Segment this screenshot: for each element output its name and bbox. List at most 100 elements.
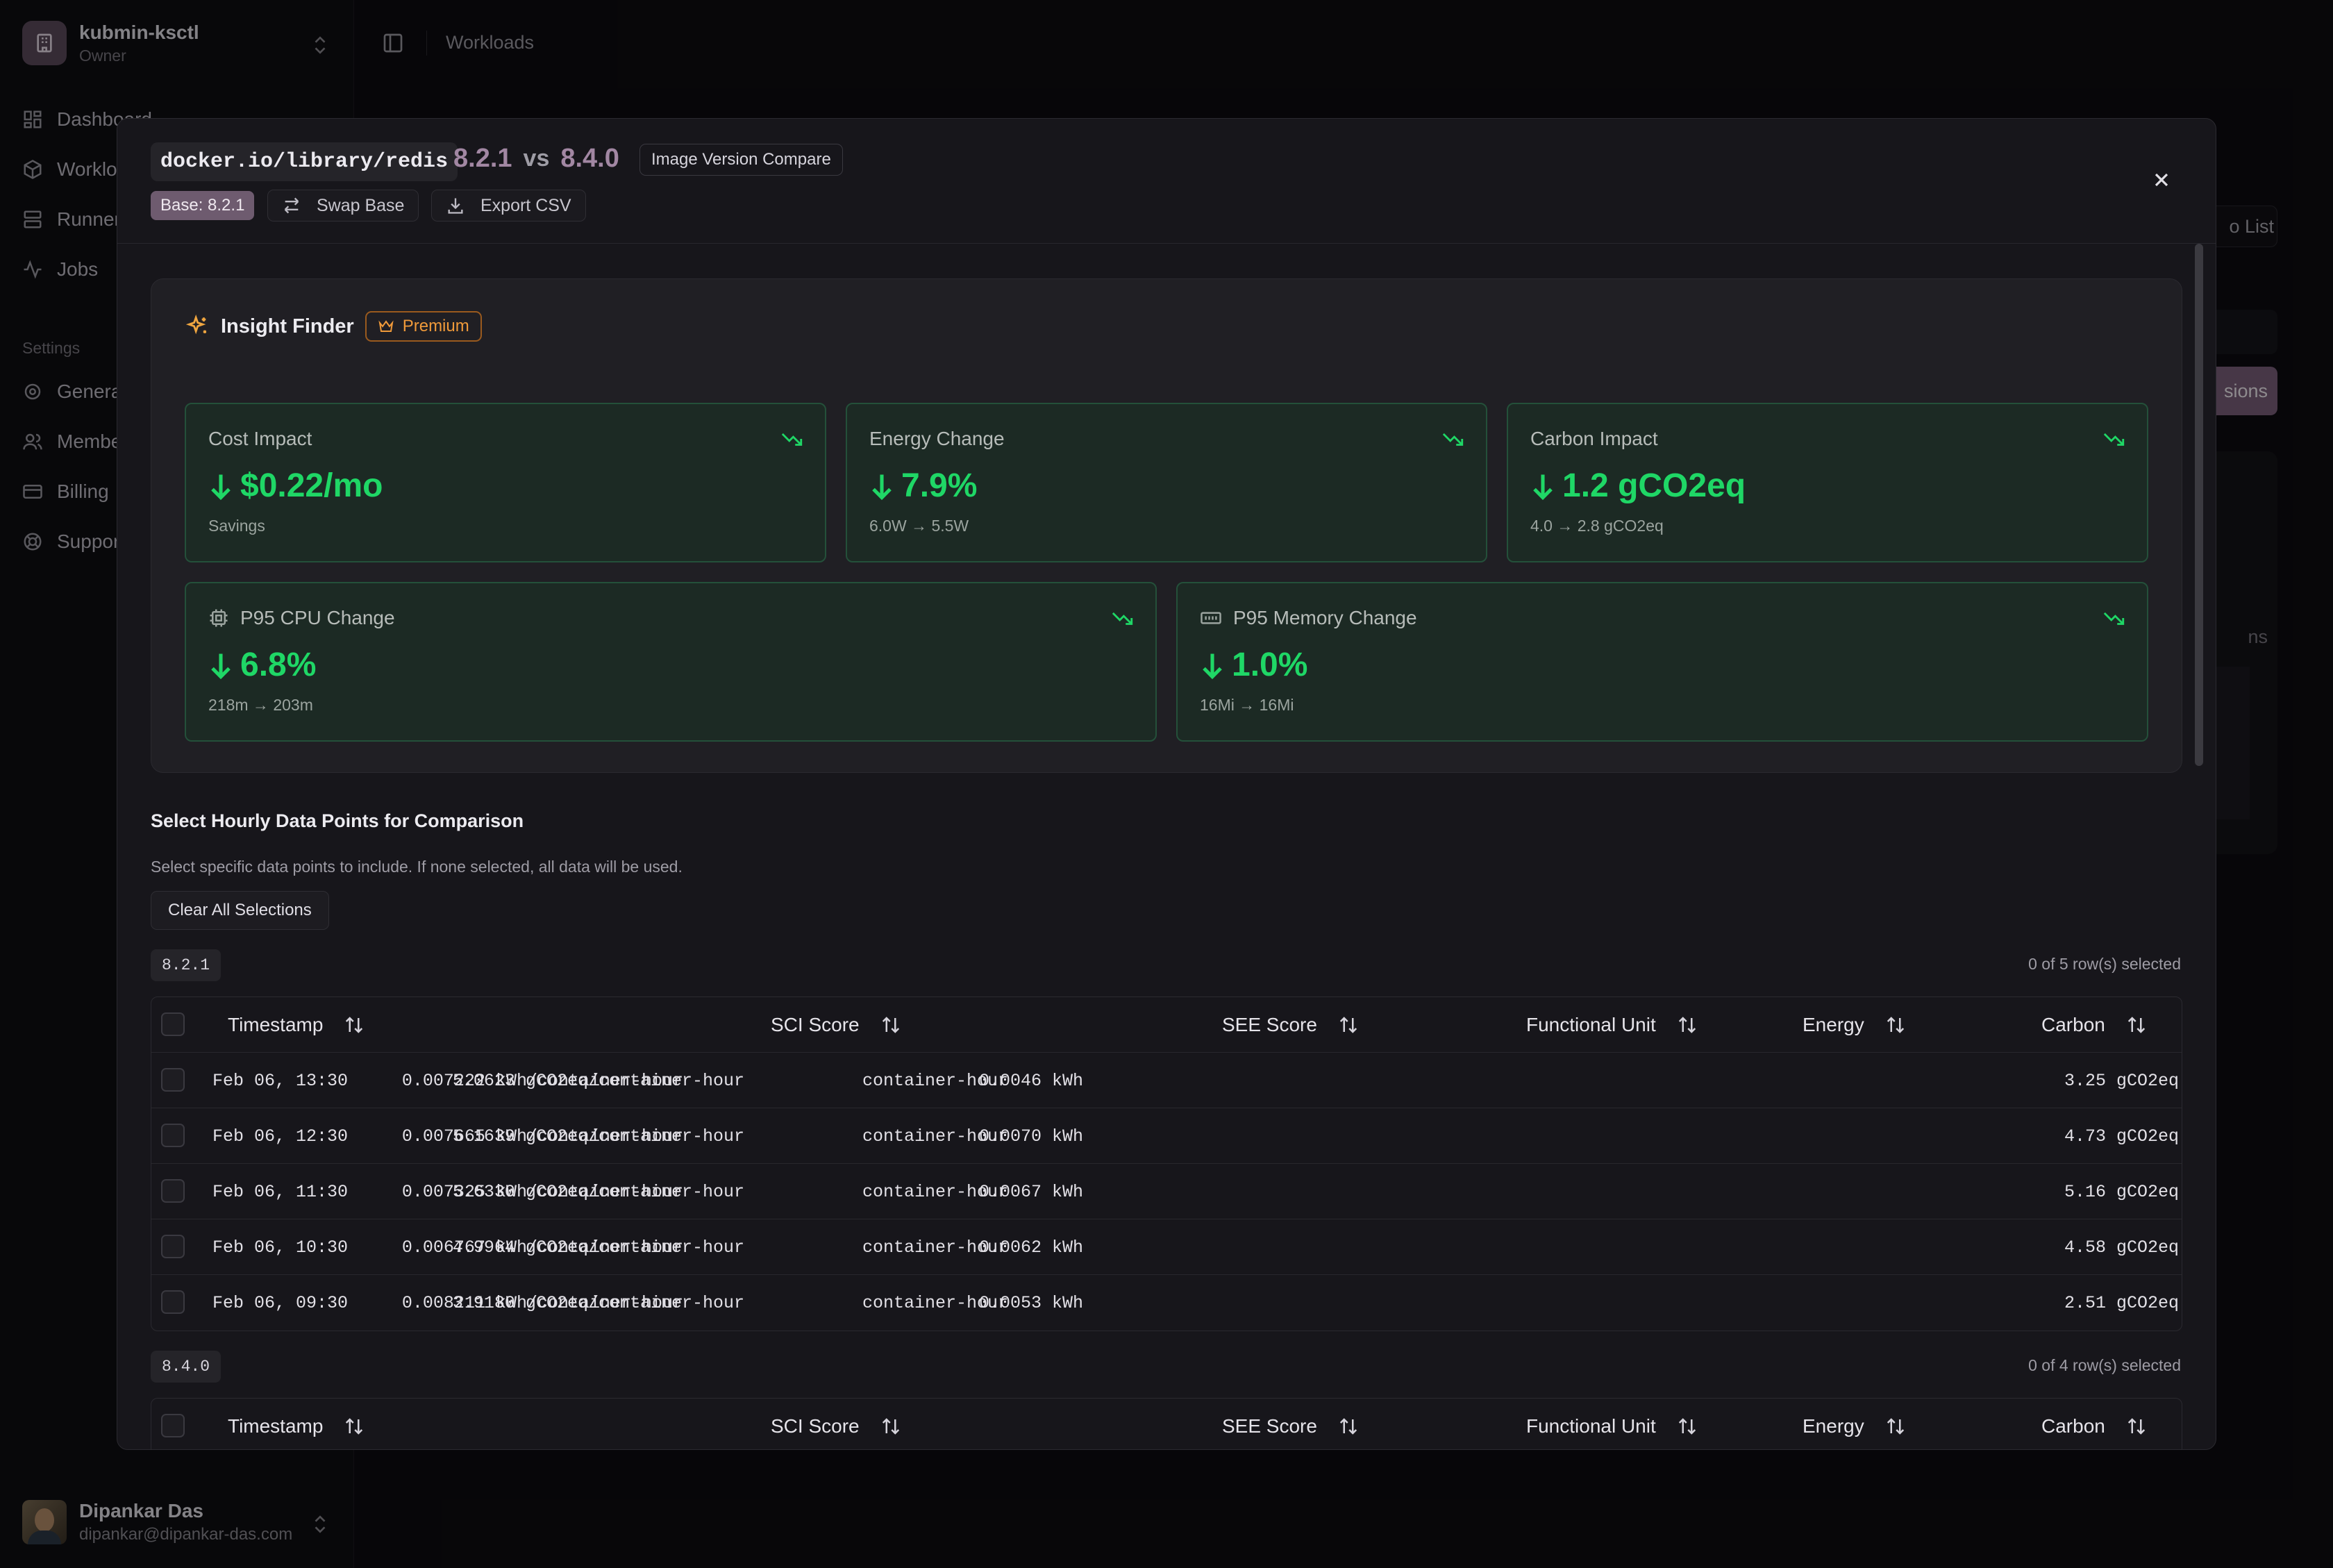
sort-icon[interactable] — [880, 1015, 901, 1035]
sort-icon[interactable] — [344, 1416, 365, 1437]
org-switcher[interactable]: kubmin-ksctl Owner — [22, 21, 199, 65]
table-cell: 4.58 gCO2eq — [2064, 1237, 2179, 1258]
swap-base-button[interactable]: Swap Base — [267, 190, 419, 222]
select-all-checkbox[interactable] — [161, 1012, 185, 1036]
sidebar-item-label: Support — [57, 531, 126, 552]
version-compare-dialog: docker.io/library/redis 8.2.1 vs 8.4.0 I… — [117, 118, 2216, 1450]
data-table-8-2-1: Timestamp SCI Score SEE Score Functional Un… — [151, 996, 2182, 1331]
sort-icon[interactable] — [1885, 1416, 1906, 1437]
insight-finder: Insight Finder Premium Cost Impact $0.22… — [151, 278, 2182, 773]
column-header[interactable]: SEE Score — [1222, 997, 1359, 1053]
column-header[interactable]: SCI Score — [771, 997, 901, 1053]
section-title: Select Hourly Data Points for Comparison — [151, 810, 524, 831]
trending-down-icon — [2103, 433, 2125, 446]
table-cell: container-hour — [862, 1237, 1008, 1258]
energy-change-card: Energy Change 7.9% 6.0W → 5.5W — [846, 403, 1487, 562]
chevron-up-down-icon[interactable] — [311, 33, 329, 57]
card-value: 1.0% — [1200, 646, 1307, 684]
close-icon[interactable] — [2150, 169, 2173, 191]
table-cell: 5.16 gCO2eq — [2064, 1181, 2179, 1202]
column-header[interactable]: SEE Score — [1222, 1399, 1359, 1449]
compare-versions-button[interactable]: sions — [2208, 367, 2277, 415]
insight-title: Insight Finder Premium — [186, 311, 482, 342]
table-row[interactable]: Feb 06, 11:30 5.6330 gCO2eq/container-hou… — [151, 1164, 2182, 1219]
column-header[interactable]: Carbon — [2041, 997, 2147, 1053]
sidebar-item-support[interactable]: Support — [22, 531, 342, 553]
user-menu[interactable]: Dipankar Das dipankar@dipankar-das.com — [22, 1500, 292, 1544]
selected-count: 0 of 4 row(s) selected — [2028, 1356, 2181, 1374]
memory-icon — [1201, 612, 1221, 624]
card-label: P95 CPU Change — [208, 607, 395, 629]
breadcrumb[interactable]: Workloads — [446, 32, 535, 53]
row-checkbox[interactable] — [161, 1235, 185, 1258]
clear-selections-button[interactable]: Clear All Selections — [151, 891, 329, 930]
image-name: docker.io/library/redis — [151, 142, 458, 181]
settings-section-label: Settings — [22, 339, 81, 357]
table-cell: container-hour — [862, 1070, 1008, 1091]
table-header: Timestamp SCI Score SEE Score Functional Un… — [151, 1399, 2182, 1449]
sort-icon[interactable] — [880, 1416, 901, 1437]
background-field — [2208, 310, 2277, 354]
sidebar-item-general[interactable]: General — [22, 381, 342, 403]
column-header[interactable]: Functional Unit — [1526, 997, 1698, 1053]
table-cell: 0.0070 kWh — [978, 1126, 1083, 1146]
sort-icon[interactable] — [1885, 1015, 1906, 1035]
card-sub: Savings — [208, 517, 265, 535]
sidebar-item-label: Billing — [57, 481, 109, 502]
card-sub: 16Mi → 16Mi — [1200, 696, 1294, 714]
card-value: $0.22/mo — [208, 467, 383, 505]
sort-icon[interactable] — [2126, 1015, 2147, 1035]
sort-icon[interactable] — [1338, 1015, 1359, 1035]
download-icon — [448, 198, 463, 214]
back-to-list-button[interactable]: o List — [2208, 206, 2277, 247]
swap-icon — [284, 197, 299, 214]
column-header[interactable]: Carbon — [2041, 1399, 2147, 1449]
table-row[interactable]: Feb 06, 13:30 5.0623 gCO2eq/container-hou… — [151, 1053, 2182, 1108]
version-heading: 8.2.1 vs 8.4.0 — [453, 144, 619, 174]
chevron-up-down-icon[interactable] — [311, 1512, 329, 1536]
column-header[interactable]: SCI Score — [771, 1399, 901, 1449]
table-row[interactable]: Feb 06, 12:30 5.1639 gCO2eq/container-hou… — [151, 1108, 2182, 1164]
row-checkbox[interactable] — [161, 1068, 185, 1092]
table-cell: Feb 06, 13:30 — [212, 1070, 349, 1091]
sidebar-item-jobs[interactable]: Jobs — [22, 258, 342, 281]
card-value: 7.9% — [869, 467, 977, 505]
table-cell: 0.0053 kWh — [978, 1292, 1083, 1313]
compare-badge: Image Version Compare — [639, 144, 843, 176]
column-header[interactable]: Functional Unit — [1526, 1399, 1698, 1449]
card-label: Carbon Impact — [1530, 428, 1658, 449]
column-header[interactable]: Energy — [1803, 1399, 1906, 1449]
sparkles-icon — [186, 315, 207, 335]
sort-icon[interactable] — [2126, 1416, 2147, 1437]
sort-icon[interactable] — [1677, 1015, 1698, 1035]
row-checkbox[interactable] — [161, 1290, 185, 1314]
sidebar-toggle-icon[interactable] — [382, 32, 404, 54]
sort-icon[interactable] — [344, 1015, 365, 1035]
crown-icon — [378, 320, 394, 332]
sidebar-item-billing[interactable]: Billing — [22, 481, 342, 503]
column-header[interactable]: Timestamp — [228, 997, 365, 1053]
user-name: Dipankar Das — [79, 1500, 203, 1521]
dialog-scrollbar[interactable] — [2195, 244, 2203, 766]
column-header[interactable]: Energy — [1803, 997, 1906, 1053]
arrow-down-icon — [211, 653, 231, 679]
select-all-checkbox[interactable] — [161, 1414, 185, 1437]
sort-icon[interactable] — [1677, 1416, 1698, 1437]
table-cell: 4.9964 gCO2eq/container-hour — [452, 1237, 744, 1258]
table-row[interactable]: Feb 06, 09:30 3.9180 gCO2eq/container-hou… — [151, 1275, 2182, 1331]
cpu-icon — [210, 609, 228, 627]
sort-icon[interactable] — [1338, 1416, 1359, 1437]
table-row[interactable]: Feb 06, 10:30 4.9964 gCO2eq/container-hou… — [151, 1219, 2182, 1275]
table-cell: 3.9180 gCO2eq/container-hour — [452, 1292, 744, 1313]
row-checkbox[interactable] — [161, 1124, 185, 1147]
row-checkbox[interactable] — [161, 1179, 185, 1203]
lifebuoy-icon — [24, 533, 42, 551]
card-label: P95 Memory Change — [1200, 607, 1417, 629]
table-cell: container-hour — [862, 1292, 1008, 1313]
trending-down-icon — [1442, 433, 1464, 446]
column-header[interactable]: Timestamp — [228, 1399, 365, 1449]
premium-label: Premium — [402, 317, 469, 335]
export-csv-button[interactable]: Export CSV — [431, 190, 586, 222]
org-name: kubmin-ksctl — [79, 21, 199, 43]
version-tag: 8.2.1 — [151, 949, 221, 981]
